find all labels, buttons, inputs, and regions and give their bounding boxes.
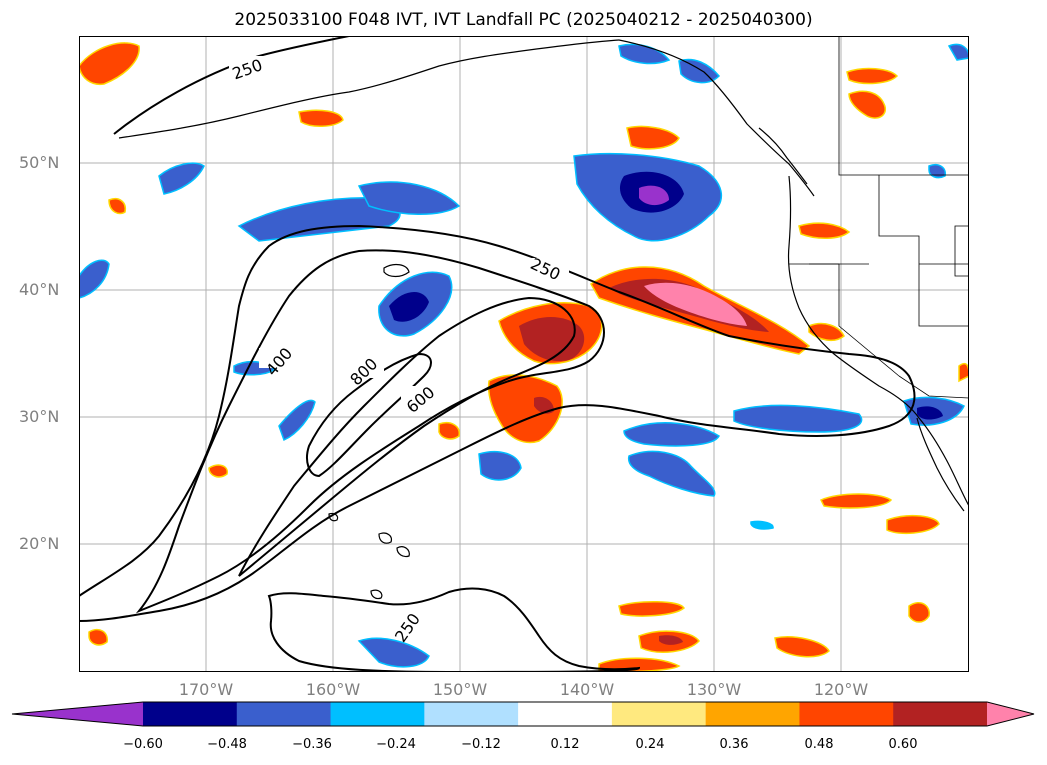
small-patch-10 [774,636,830,658]
small-patch-7 [886,514,940,535]
baja-coast [916,417,965,512]
colorbar-bin-4 [424,702,519,726]
colorbar-extend-high [987,702,1034,726]
contour-250-main [79,224,916,622]
small-patch-5 [848,90,886,119]
colorbar-bin-2 [236,702,332,726]
lat-label-30: 30°N [19,407,60,426]
small-patch-13 [108,198,127,215]
ivt-map: 250 250 400 800 600 250 [79,36,969,672]
colorbar-bin-7 [705,702,800,726]
us-west-coast [787,175,969,507]
lon-label-140w: 140°W [559,680,615,699]
west-blue-patch [79,259,110,299]
map-title: 2025033100 F048 IVT, IVT Landfall PC (20… [234,10,813,30]
colorbar-tick-6: 0.12 [550,737,580,752]
small-patch-19 [958,362,969,383]
small-patch-15 [798,222,851,239]
negative-pc-patches [79,43,969,668]
small-blue-4 [750,520,774,530]
lat-label-20: 20°N [19,534,60,553]
small-patch-12 [908,602,930,623]
contour-800 [306,352,432,478]
lon-label-130w: 130°W [686,680,742,699]
colorbar-bin-1 [143,702,238,726]
colorbar-bin-6 [611,702,707,726]
colorbar-outline [11,701,1035,727]
ivt-contours [79,36,916,672]
colorbar-bin-8 [799,702,894,726]
island-2 [370,589,383,600]
lat-label-40: 40°N [19,280,60,299]
mid-blue-patch [478,450,522,481]
contour-250-south [267,587,641,672]
colorbar-tick-3: −0.36 [292,737,332,752]
colorbar-tick-8: 0.36 [719,737,749,752]
colorbar-tick-4: −0.24 [376,737,416,752]
small-patch-4 [846,67,899,85]
contour-600 [238,296,576,577]
lat-label-50: 50°N [19,153,60,172]
lon-label-160w: 160°W [305,680,361,699]
small-patch-3 [79,42,140,86]
upper-blue-streak [357,181,461,215]
colorbar-tick-2: −0.48 [207,737,247,752]
small-patch-14 [208,464,228,478]
colorbar-tick-5: −0.12 [461,737,501,752]
colorbar-tick-7: 0.24 [635,737,665,752]
small-patch-16 [808,322,845,342]
small-patch-6 [819,493,893,509]
map-frame [79,36,969,672]
east-blue-patch-1 [733,404,863,433]
lon-label-170w: 170°W [178,680,234,699]
island-1 [383,263,410,278]
south-red-patch [487,374,563,444]
contour-400 [135,249,605,614]
colorbar [11,701,1035,727]
sw-blue-patch [357,637,430,668]
positive-pc-patches [79,42,969,672]
bc-coast [758,127,808,185]
colorbar-bin-5 [518,702,613,726]
nw-blue-patch [158,162,205,195]
colorbar-bin-9 [893,702,988,726]
colorbar-segments [12,702,1034,726]
small-blue-2 [928,164,947,179]
hawaii-2 [396,546,410,558]
mid-west-streak [278,399,316,442]
colorbar-tick-1: −0.60 [123,737,163,752]
lon-label-120w: 120°W [813,680,869,699]
small-patch-1 [626,125,680,150]
colorbar-tick-10: 0.60 [888,737,918,752]
political-borders [789,36,969,399]
small-patch-18 [88,628,108,646]
small-patch-8 [618,600,685,617]
aleutian-coast [118,39,620,139]
small-blue-3 [947,43,969,61]
small-patch-17 [438,422,460,440]
east-blue-patch-3 [627,450,716,497]
central-core-patch [519,317,585,362]
alaska-coast [618,39,815,197]
lon-label-150w: 150°W [432,680,488,699]
coastlines [118,39,969,600]
small-patch-2 [298,109,344,127]
ar-peak-patch [644,282,747,326]
east-blue-patch-2 [623,422,720,447]
colorbar-bin-3 [330,702,425,726]
colorbar-tick-9: 0.48 [804,737,834,752]
colorbar-extend-low [12,702,143,726]
hawaii-1 [378,532,392,544]
